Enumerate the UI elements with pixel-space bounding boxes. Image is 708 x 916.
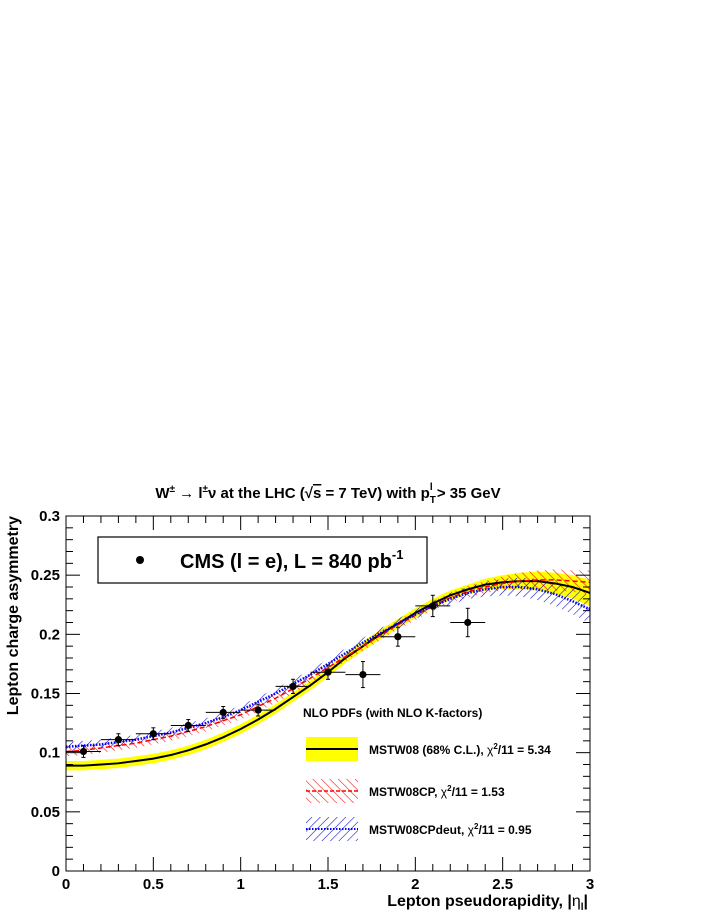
data-point [450, 607, 486, 638]
y-tick-label: 0.2 [39, 626, 60, 643]
data-point [100, 733, 136, 747]
data-point [380, 626, 416, 647]
y-axis-label: Lepton charge asymmetry [5, 516, 22, 715]
data-point-marker [289, 682, 297, 691]
axis-tick-labels: 0 0.5 1 1.5 2 2.5 3 0 0.05 0.1 0.15 0.2 0.25 0.3 [31, 508, 594, 893]
band-mstw08cpdeut [66, 577, 590, 752]
data-point [310, 664, 346, 680]
y-tick-label: 0.15 [31, 686, 60, 703]
data-point [135, 727, 171, 741]
data-point-marker [114, 736, 122, 744]
theory-legend: NLO PDFs (with NLO K-factors) MSTW08 (68… [303, 706, 551, 841]
data-legend-box [97, 536, 428, 584]
x-tick-label: 0.5 [143, 876, 164, 893]
data-legend-marker [136, 556, 144, 564]
legend-swatch-mstw08cpdeut [306, 817, 358, 841]
data-point-marker [79, 747, 88, 756]
x-tick-label: 2 [411, 876, 419, 893]
x-tick-label: 2.5 [492, 876, 513, 893]
data-point-marker [429, 602, 437, 610]
legend-label-mstw08cp: MSTW08CP, χ2/11 = 1.53 [369, 784, 505, 799]
chart-title: W± → l±ν at the LHC (√s = 7 TeV) with pT… [155, 482, 500, 506]
data-point-marker [324, 668, 332, 676]
y-tick-label: 0.3 [39, 508, 60, 525]
data-point [66, 745, 101, 758]
axis-ticks [65, 515, 591, 872]
x-tick-label: 1 [236, 876, 244, 893]
theory-legend-header: NLO PDFs (with NLO K-factors) [303, 706, 482, 720]
data-point-marker [184, 721, 192, 730]
data-point [345, 661, 381, 689]
cms-data-points [66, 594, 486, 758]
data-point [275, 678, 311, 694]
y-tick-label: 0.05 [31, 804, 60, 821]
data-legend: CMS (l = e), L = 840 pb-1 [97, 536, 428, 584]
x-tick-label: 1.5 [318, 876, 339, 893]
data-point-marker [359, 670, 367, 679]
data-point-marker [464, 618, 472, 627]
data-point-marker [394, 633, 402, 641]
legend-label-mstw08cpdeut: MSTW08CPdeut, χ2/11 = 0.95 [369, 822, 532, 837]
y-tick-label: 0 [52, 863, 60, 880]
data-point [415, 594, 451, 618]
data-point [240, 703, 276, 717]
y-tick-label: 0.25 [31, 567, 60, 584]
data-point-marker [149, 730, 157, 738]
y-tick-label: 0.1 [39, 745, 60, 762]
x-tick-label: 0 [62, 876, 70, 893]
data-legend-label: CMS (l = e), L = 840 pb-1 [180, 547, 403, 573]
x-tick-label: 3 [586, 876, 594, 893]
x-axis-label: Lepton pseudorapidity, |ηl| [387, 893, 588, 913]
data-point-marker [219, 708, 227, 717]
data-point [205, 706, 241, 719]
legend-label-mstw08: MSTW08 (68% C.L.), χ2/11 = 5.34 [369, 742, 551, 757]
data-point [170, 719, 206, 732]
data-point-marker [254, 706, 262, 714]
